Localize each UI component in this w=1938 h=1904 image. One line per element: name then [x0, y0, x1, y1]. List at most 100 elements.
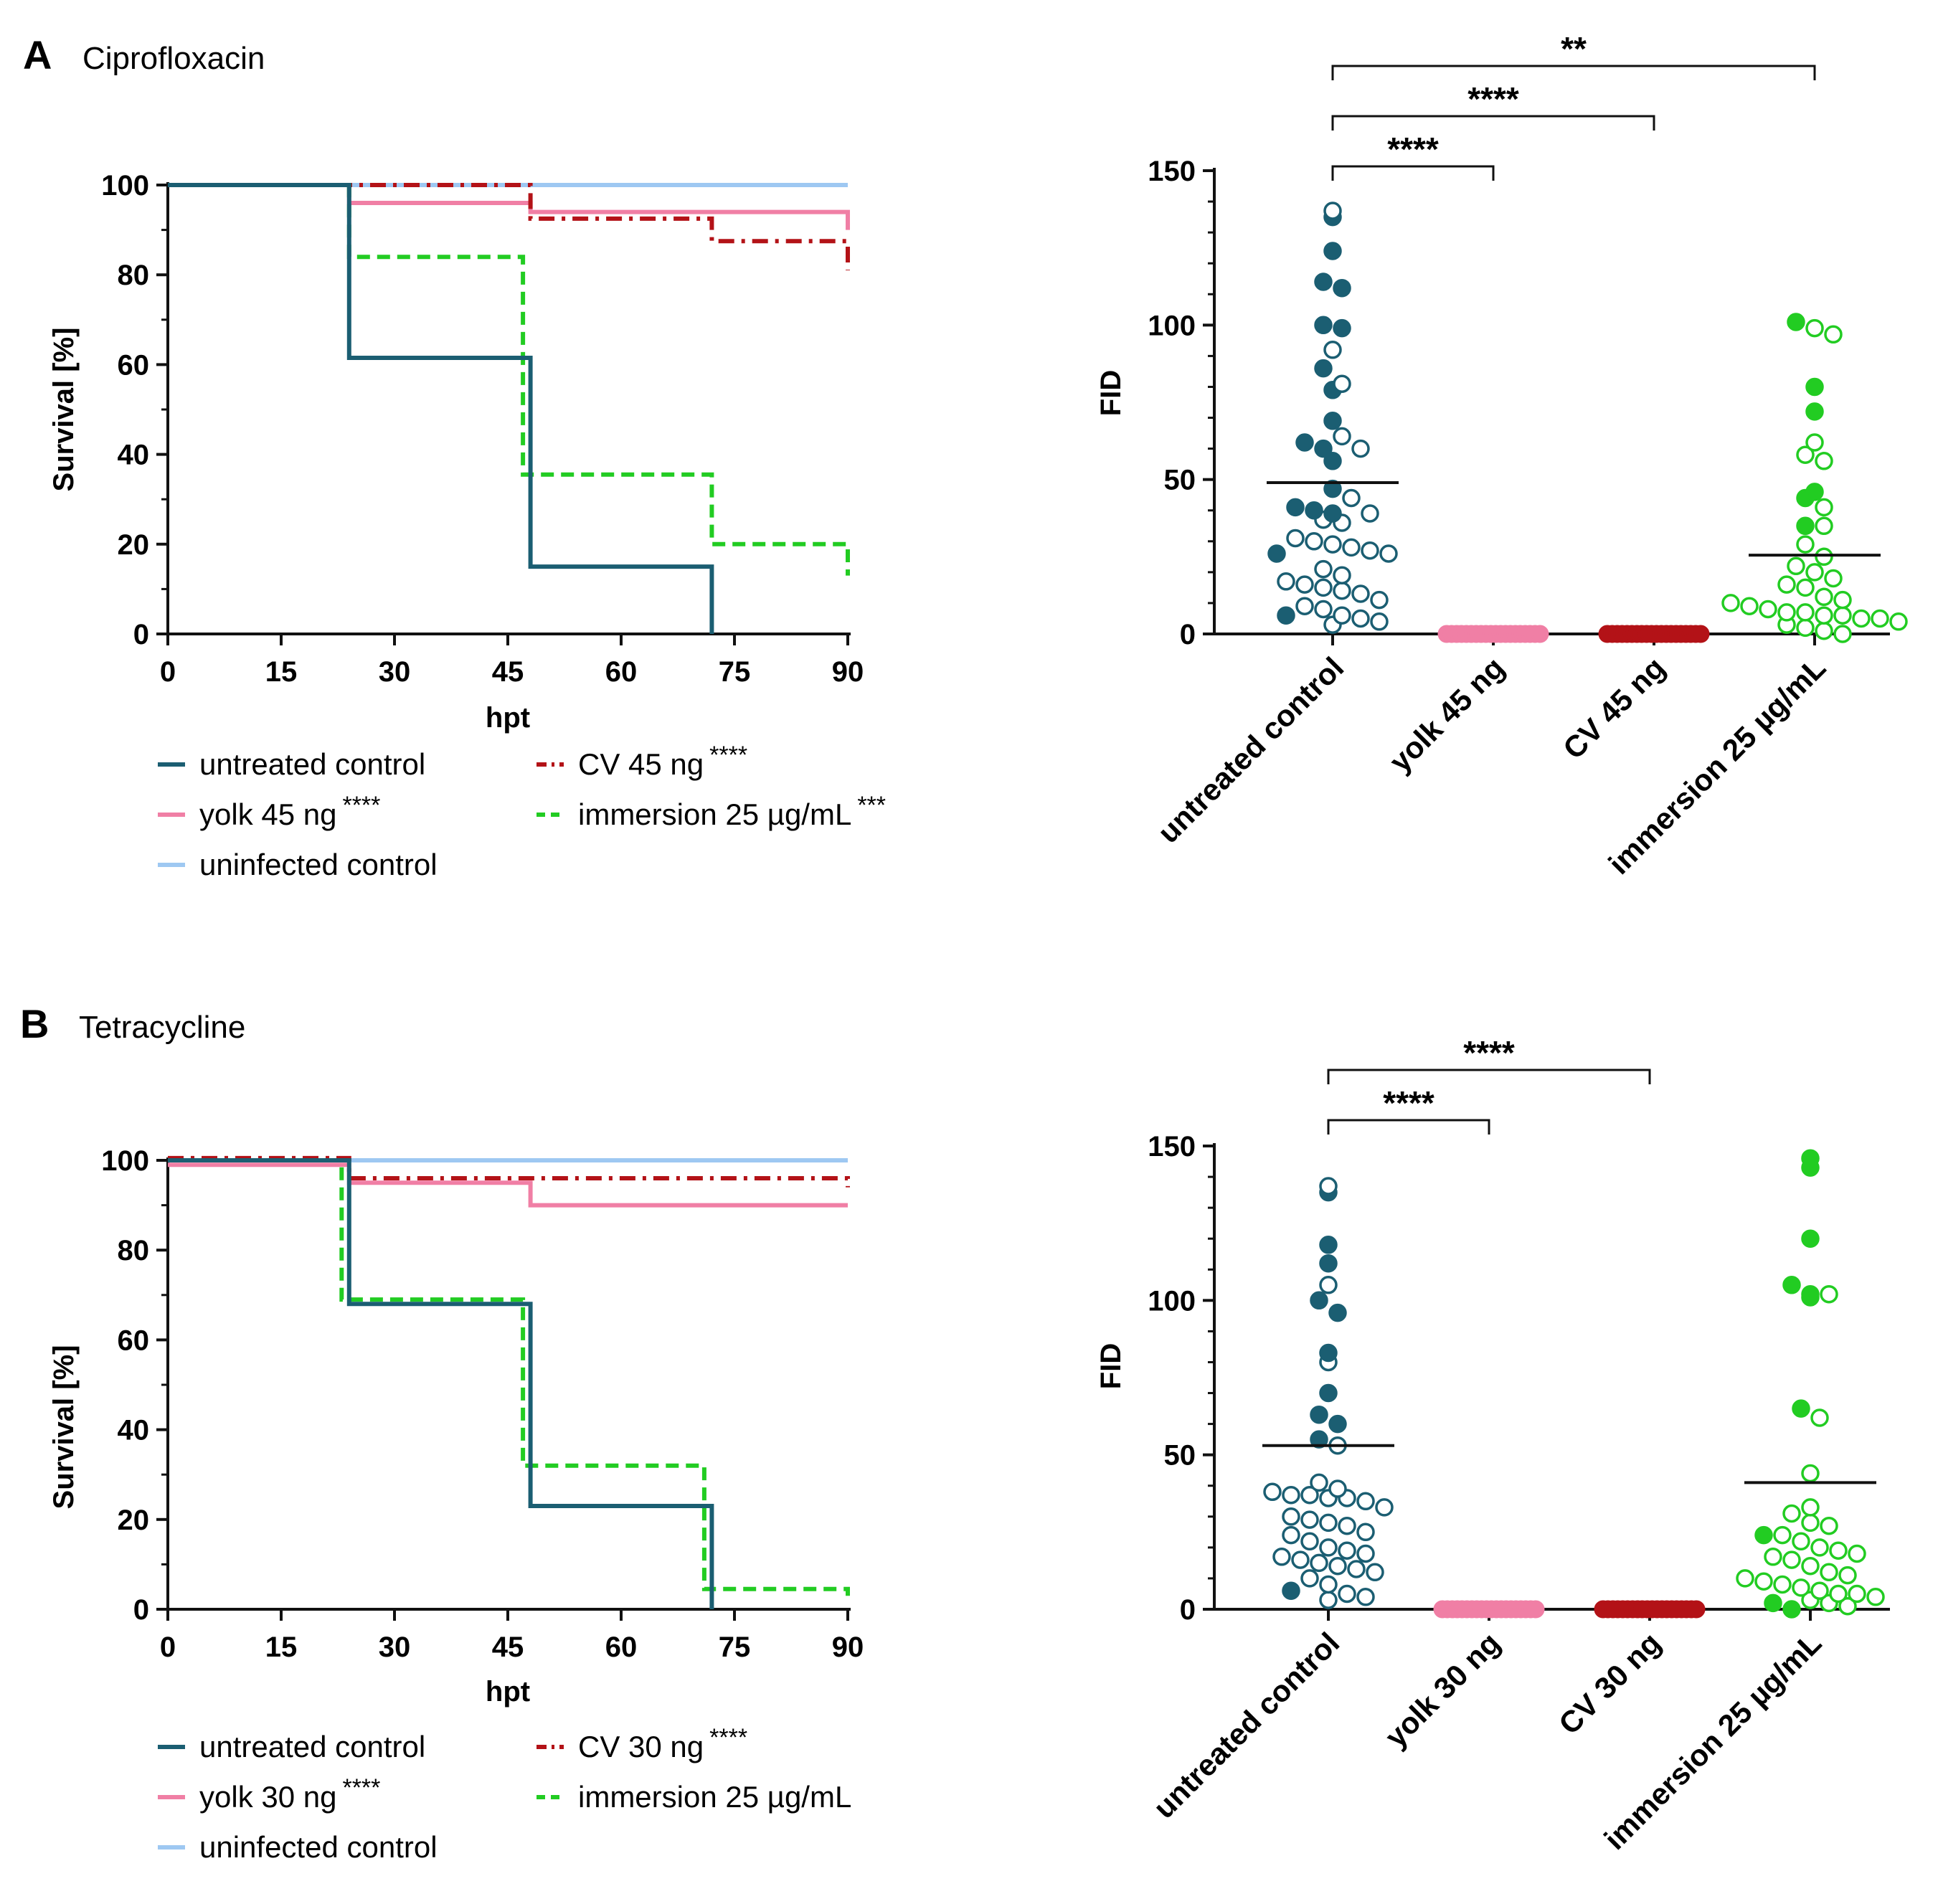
data-point-open — [1754, 1572, 1773, 1591]
data-point-open — [1375, 1498, 1394, 1517]
data-point-open — [1342, 538, 1361, 557]
data-point-open — [1871, 609, 1889, 628]
survival-b-ylabel: Survival [%] — [48, 1345, 80, 1510]
panel-a-title: Ciprofloxacin — [82, 41, 265, 76]
data-point — [1691, 625, 1710, 643]
data-point-open — [1323, 535, 1342, 554]
data-point-open — [1820, 1284, 1838, 1304]
x-category-label: CV 30 ng — [1552, 1626, 1667, 1740]
y-tick-label: 100 — [101, 1145, 149, 1177]
data-point-open — [1282, 1525, 1300, 1545]
data-point-filled — [1310, 1405, 1328, 1424]
data-point-open — [1810, 1408, 1829, 1427]
data-point-open — [1277, 572, 1295, 591]
data-point-open — [1810, 1581, 1829, 1600]
significance-label: **** — [1463, 1034, 1515, 1071]
data-point-open — [1291, 1550, 1310, 1569]
significance-label: **** — [1383, 1084, 1434, 1122]
data-point-open — [1824, 325, 1843, 344]
significance-bracket — [1331, 165, 1495, 181]
data-point-open — [1295, 597, 1314, 615]
data-point-filled — [1310, 1430, 1328, 1449]
data-point-filled — [1314, 316, 1333, 335]
x-tick-label: 45 — [492, 656, 524, 688]
data-point-open — [1319, 1575, 1338, 1594]
data-point-open — [1314, 578, 1333, 597]
survival-line-yolk-45-ng — [168, 183, 850, 230]
data-point-filled — [1323, 452, 1342, 470]
data-point-filled — [1314, 439, 1333, 458]
data-point-filled — [1805, 483, 1824, 501]
data-point-open — [1333, 427, 1351, 446]
significance-bracket — [1331, 115, 1655, 131]
survival-line-immersion-25-g-ml — [168, 183, 850, 576]
data-point-filled — [1801, 1229, 1820, 1248]
data-point-open — [1333, 566, 1351, 584]
data-point-filled — [1319, 1236, 1338, 1254]
data-point-filled — [1314, 273, 1333, 291]
data-point-open — [1796, 603, 1815, 622]
fid-chart-b: FID 0 50 100 150 untreated control yolk 30 ng… — [1095, 1034, 1890, 1856]
data-point-open — [1815, 547, 1833, 567]
data-point-open — [1773, 1575, 1792, 1594]
data-point-open — [1740, 597, 1759, 615]
data-point-open — [1351, 609, 1370, 628]
data-point-open — [1736, 1569, 1754, 1588]
y-tick-label: 100 — [1148, 310, 1196, 341]
x-tick-label: 90 — [832, 1631, 864, 1663]
data-point — [1531, 625, 1549, 643]
data-point-open — [1833, 625, 1852, 643]
data-point-open — [1759, 600, 1777, 619]
data-point-open — [1815, 606, 1833, 625]
data-point-open — [1370, 612, 1389, 631]
y-tick-label: 0 — [133, 1594, 149, 1626]
legend-label: yolk 45 ng — [199, 797, 336, 831]
data-point-open — [1282, 1507, 1300, 1526]
data-point-open — [1848, 1584, 1866, 1604]
y-tick-label: 60 — [118, 349, 150, 381]
data-point-filled — [1805, 402, 1824, 421]
data-point-filled — [1323, 479, 1342, 498]
data-point-open — [1319, 1177, 1338, 1195]
survival-a-xlabel: hpt — [486, 702, 530, 734]
data-point-open — [1810, 1538, 1829, 1557]
data-point-filled — [1805, 377, 1824, 397]
survival-line-yolk-30-ng — [168, 1162, 848, 1208]
data-point-filled — [1792, 1399, 1810, 1418]
data-point-open — [1833, 606, 1852, 625]
x-tick-label: 75 — [719, 1631, 751, 1663]
data-point-open — [1366, 1563, 1384, 1582]
data-point-open — [1787, 556, 1805, 576]
data-point-open — [1323, 341, 1342, 359]
data-point-open — [1310, 1553, 1328, 1573]
data-point-open — [1300, 1485, 1319, 1505]
legend-label: uninfected control — [199, 1830, 438, 1864]
data-point-open — [1805, 318, 1824, 338]
data-point-open — [1796, 578, 1815, 597]
significance-bracket — [1327, 1069, 1651, 1084]
legend-significance: **** — [709, 1724, 747, 1751]
legend-significance: **** — [342, 1774, 380, 1801]
data-point-open — [1815, 587, 1833, 607]
data-point-open — [1272, 1548, 1291, 1566]
data-point-open — [1801, 1498, 1820, 1517]
data-point-open — [1314, 600, 1333, 619]
y-tick-label: 20 — [118, 529, 150, 561]
x-tick-label: 30 — [379, 656, 411, 688]
y-tick-label: 0 — [1180, 1594, 1196, 1626]
data-point-filled — [1782, 1276, 1801, 1294]
data-point-open — [1805, 433, 1824, 452]
y-tick-label: 40 — [118, 440, 150, 471]
data-point-open — [1820, 1516, 1838, 1535]
y-tick-label: 150 — [1148, 156, 1196, 187]
data-point-filled — [1323, 242, 1342, 260]
legend-label: immersion 25 µg/mL — [578, 1780, 851, 1814]
data-point-filled — [1764, 1593, 1782, 1613]
fid-a-ylabel: FID — [1095, 370, 1127, 416]
data-point-open — [1333, 374, 1351, 393]
x-tick-label: 45 — [492, 1631, 524, 1663]
x-tick-label: 90 — [832, 656, 864, 688]
data-point-filled — [1319, 1343, 1338, 1363]
data-point-open — [1319, 1513, 1338, 1533]
